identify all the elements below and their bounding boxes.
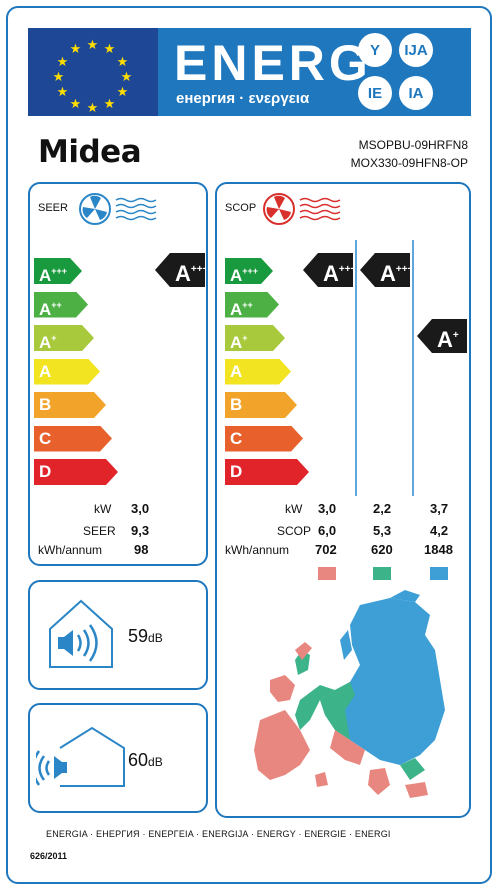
regulation-number: 626/2011 bbox=[30, 851, 68, 861]
seer-kw-value: 3,0 bbox=[131, 501, 150, 516]
lang-suffix-ie: IE bbox=[358, 76, 392, 110]
red-fan-icon bbox=[263, 193, 341, 225]
seer-class-bar: A+++ bbox=[34, 258, 82, 284]
europe-climate-map bbox=[254, 590, 445, 798]
scop-class-label: D bbox=[230, 462, 243, 481]
indoor-speaker-icon bbox=[49, 599, 113, 668]
scop-class-label: A++ bbox=[230, 299, 253, 319]
scop-annum-label: kWh/annum bbox=[225, 543, 290, 557]
zone-swatch-colder bbox=[430, 567, 448, 580]
energy-subtitle: енергия · ενεργεια bbox=[176, 90, 310, 107]
eu-star-icon: ★ bbox=[86, 100, 99, 115]
scop-rating-colder: A+ bbox=[437, 327, 459, 352]
seer-annum-value: 98 bbox=[134, 542, 149, 557]
scop-kw-label: kW bbox=[285, 502, 303, 516]
scop-kw-average: 2,2 bbox=[373, 501, 392, 516]
eu-star-icon: ★ bbox=[116, 54, 129, 69]
indoor-noise-level: 59dB bbox=[128, 626, 163, 647]
seer-rating: A+++ bbox=[175, 261, 209, 286]
energy-title: ENERG bbox=[174, 35, 372, 91]
seer-class-label: B bbox=[39, 395, 52, 414]
zone-divider bbox=[412, 240, 414, 496]
heating-panel bbox=[215, 182, 471, 818]
seer-kw-label: kW bbox=[94, 502, 112, 516]
seer-title: SEER bbox=[38, 202, 68, 214]
scop-kw-warmer: 3,0 bbox=[318, 501, 337, 516]
eu-star-icon: ★ bbox=[56, 54, 69, 69]
eu-star-icon: ★ bbox=[52, 69, 65, 84]
scop-value-average: 5,3 bbox=[373, 523, 392, 538]
eu-star-icon: ★ bbox=[69, 96, 82, 111]
scop-annum-warmer: 702 bbox=[315, 542, 337, 557]
eu-star-icon: ★ bbox=[69, 41, 82, 56]
eu-star-icon: ★ bbox=[103, 96, 116, 111]
scop-class-bar: A+ bbox=[225, 325, 285, 351]
zone-swatch-average bbox=[373, 567, 391, 580]
scop-value-label: SCOP bbox=[277, 524, 312, 538]
zone-swatch-warmer bbox=[318, 567, 336, 580]
seer-annum-label: kWh/annum bbox=[38, 543, 103, 557]
scop-class-label: C bbox=[230, 428, 243, 448]
zone-divider bbox=[355, 240, 357, 496]
scop-class-label: A+++ bbox=[230, 266, 259, 285]
eu-star-icon: ★ bbox=[116, 84, 129, 99]
scop-class-bar: D bbox=[225, 459, 309, 485]
scop-value-colder: 4,2 bbox=[430, 523, 449, 538]
eu-star-icon: ★ bbox=[120, 69, 133, 84]
outdoor-noise-unit: dB bbox=[148, 755, 163, 769]
seer-value-label: SEER bbox=[83, 524, 116, 538]
outdoor-speaker-icon bbox=[36, 726, 125, 787]
lang-suffix-ija: IJA bbox=[399, 33, 433, 67]
seer-class-bar: D bbox=[34, 459, 118, 485]
scop-rating-warmer: A+++ bbox=[323, 261, 357, 286]
scop-annum-colder: 1848 bbox=[424, 542, 453, 557]
outdoor-noise-value: 60 bbox=[128, 750, 149, 770]
model-indoor: MSOPBU-09HRFN8 bbox=[358, 138, 468, 152]
seer-class-label: A+ bbox=[39, 333, 57, 352]
blue-fan-icon bbox=[79, 193, 157, 225]
brand-name: Midea bbox=[38, 134, 142, 170]
scop-class-label: B bbox=[230, 395, 243, 414]
eu-star-icon: ★ bbox=[103, 41, 116, 56]
seer-class-bar: C bbox=[34, 425, 112, 452]
outdoor-noise-panel bbox=[28, 703, 208, 813]
eu-star-icon: ★ bbox=[86, 37, 99, 52]
scop-class-bar: A+++ bbox=[225, 258, 273, 284]
scop-title: SCOP bbox=[225, 202, 257, 214]
seer-class-label: A++ bbox=[39, 299, 62, 319]
brand-logo: Midea bbox=[38, 134, 142, 170]
seer-class-bar: A++ bbox=[34, 291, 88, 319]
seer-class-label: A bbox=[39, 361, 52, 381]
eu-flag: ★ ★ ★ ★ ★ ★ ★ ★ ★ ★ ★ ★ bbox=[28, 28, 158, 116]
indoor-noise-panel bbox=[28, 580, 208, 690]
outdoor-noise-level: 60dB bbox=[128, 750, 163, 771]
indoor-noise-value: 59 bbox=[128, 626, 149, 646]
seer-class-bar: A bbox=[34, 358, 100, 385]
scop-annum-average: 620 bbox=[371, 542, 393, 557]
seer-class-label: C bbox=[39, 428, 52, 448]
seer-class-label: A+++ bbox=[39, 266, 68, 285]
indoor-noise-unit: dB bbox=[148, 631, 163, 645]
scop-class-bar: A++ bbox=[225, 291, 279, 319]
lang-suffix-ia: IA bbox=[399, 76, 433, 110]
footer-languages: ENERGIA · ЕНЕРГИЯ · ΕΝΕΡΓΕΙΑ · ENERGIJA … bbox=[46, 829, 391, 839]
scop-class-label: A bbox=[230, 361, 243, 381]
scop-class-bar: B bbox=[225, 392, 297, 418]
scop-class-label: A+ bbox=[230, 333, 248, 352]
scop-class-bar: C bbox=[225, 425, 303, 452]
seer-value: 9,3 bbox=[131, 523, 150, 538]
scop-rating-average: A+++ bbox=[380, 261, 414, 286]
scop-class-bar: A bbox=[225, 358, 291, 385]
scop-value-warmer: 6,0 bbox=[318, 523, 337, 538]
seer-class-bar: B bbox=[34, 392, 106, 418]
model-outdoor: MOX330-09HFN8-OP bbox=[350, 156, 468, 170]
seer-class-bar: A+ bbox=[34, 325, 94, 351]
eu-star-icon: ★ bbox=[56, 84, 69, 99]
lang-suffix-y: Y bbox=[358, 33, 392, 67]
scop-kw-colder: 3,7 bbox=[430, 501, 449, 516]
cooling-panel bbox=[28, 182, 208, 566]
seer-class-label: D bbox=[39, 462, 52, 481]
